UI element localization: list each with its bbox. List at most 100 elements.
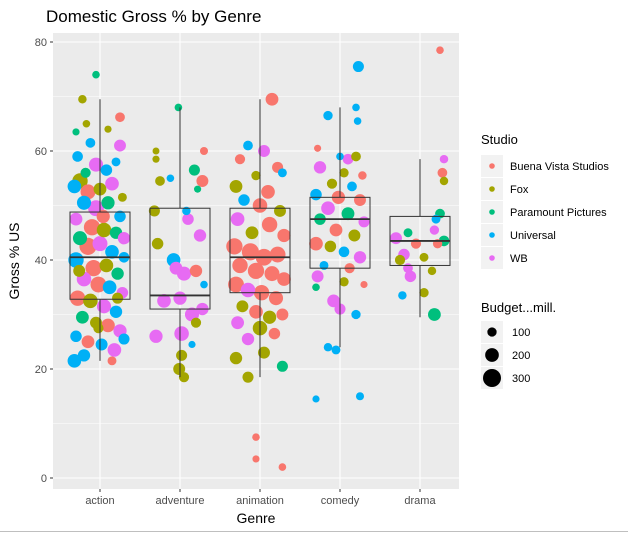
legend-label: Paramount Pictures — [510, 207, 607, 219]
data-point — [242, 371, 254, 383]
y-axis-title: Gross % US — [6, 222, 22, 299]
data-point — [178, 372, 190, 383]
data-point — [70, 330, 82, 343]
size-legend-title: Budget...mill. — [481, 300, 556, 315]
legend: Studio Buena Vista Studios Fox Paramount P… — [481, 132, 609, 389]
legend-item: WB — [481, 247, 528, 269]
data-point — [67, 353, 82, 368]
data-point — [101, 196, 115, 210]
data-point — [351, 309, 361, 320]
x-tick-label-animation: animation — [236, 495, 284, 507]
data-point — [352, 60, 364, 73]
data-point — [241, 332, 255, 346]
data-point — [96, 209, 110, 224]
data-point — [360, 280, 368, 289]
boxplot-box — [149, 207, 211, 310]
data-point — [249, 304, 263, 319]
data-point — [111, 157, 121, 167]
data-point — [309, 236, 323, 251]
data-point — [105, 244, 119, 259]
data-point — [404, 270, 417, 283]
data-point — [276, 360, 288, 372]
data-point — [149, 329, 163, 343]
data-point — [112, 292, 124, 304]
legend-key-swatch — [489, 232, 495, 238]
data-point — [268, 291, 284, 306]
data-point — [326, 178, 338, 189]
data-point — [85, 137, 96, 148]
boxplots — [69, 99, 451, 378]
legend-item: Universal — [481, 224, 556, 246]
data-point — [99, 258, 114, 273]
data-point — [240, 282, 256, 298]
legend-key-swatch — [489, 255, 495, 261]
y-tick-label: 40 — [35, 255, 47, 267]
legend-label: 200 — [512, 350, 530, 362]
data-point — [342, 153, 354, 165]
data-point — [67, 179, 82, 194]
data-point — [269, 246, 286, 263]
data-point — [105, 176, 119, 191]
y-tick-label: 0 — [41, 473, 47, 485]
data-point — [117, 192, 127, 202]
data-point — [77, 349, 91, 362]
boxplot-comedy — [309, 107, 371, 348]
data-point — [348, 229, 361, 242]
data-point — [155, 176, 165, 186]
data-point — [258, 346, 270, 359]
data-point — [92, 236, 108, 252]
data-point — [251, 170, 261, 181]
data-point — [107, 343, 122, 357]
data-point — [152, 155, 160, 163]
x-axis-title: Genre — [237, 510, 276, 526]
data-point — [427, 266, 437, 276]
data-point — [169, 261, 183, 275]
x-tick-label-action: action — [85, 495, 114, 507]
data-point — [261, 185, 275, 199]
data-point — [96, 222, 112, 238]
data-point — [104, 125, 112, 133]
data-point — [262, 310, 277, 324]
data-point — [83, 293, 98, 309]
data-point — [264, 266, 280, 282]
data-point — [331, 345, 341, 355]
data-point — [347, 181, 357, 192]
data-point — [80, 184, 96, 200]
data-point — [73, 264, 86, 277]
data-point — [261, 216, 278, 233]
color-legend-title: Studio — [481, 132, 518, 147]
data-point — [439, 154, 449, 164]
data-point — [439, 176, 449, 186]
data-point — [83, 219, 101, 236]
x-tick-label-drama: drama — [404, 495, 436, 507]
data-point — [189, 264, 203, 278]
data-point — [437, 167, 448, 178]
data-point — [276, 308, 289, 321]
data-point — [96, 299, 112, 314]
legend-label: 100 — [512, 327, 530, 339]
data-point — [80, 167, 91, 178]
data-point — [68, 252, 84, 268]
data-point — [176, 349, 188, 361]
data-point — [398, 291, 407, 300]
data-point — [102, 280, 117, 295]
y-tick-label: 60 — [35, 146, 47, 158]
x-tick-label-adventure: adventure — [156, 495, 205, 507]
data-point — [174, 103, 183, 112]
data-point — [312, 395, 320, 403]
data-point — [166, 174, 175, 183]
y-tick-label: 80 — [35, 37, 47, 49]
scatter-points — [67, 46, 450, 471]
legend-key-swatch — [489, 209, 495, 215]
data-point — [339, 277, 349, 287]
data-point — [314, 144, 322, 152]
size-legend-item: 200 — [481, 344, 530, 366]
data-point — [72, 151, 83, 162]
data-point — [232, 257, 248, 274]
boxplot-adventure — [149, 107, 211, 378]
data-point — [313, 161, 327, 174]
data-point — [278, 463, 287, 471]
legend-key-size — [487, 327, 497, 337]
data-point — [428, 308, 441, 321]
